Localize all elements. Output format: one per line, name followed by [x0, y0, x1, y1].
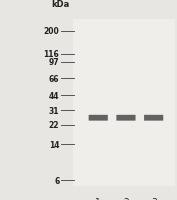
Text: 44: 44	[49, 91, 59, 100]
Text: kDa: kDa	[51, 0, 69, 9]
Text: 97: 97	[49, 58, 59, 67]
Text: 22: 22	[49, 121, 59, 130]
Bar	[73, 20, 175, 186]
Text: 3: 3	[151, 197, 156, 200]
Text: 200: 200	[44, 27, 59, 36]
FancyBboxPatch shape	[89, 115, 108, 121]
Text: 116: 116	[44, 50, 59, 59]
Text: 2: 2	[123, 197, 129, 200]
FancyBboxPatch shape	[116, 115, 136, 121]
Text: 14: 14	[49, 140, 59, 149]
Text: 66: 66	[49, 74, 59, 83]
Text: 31: 31	[49, 106, 59, 115]
Text: 6: 6	[54, 176, 59, 185]
FancyBboxPatch shape	[144, 115, 163, 121]
Text: 1: 1	[95, 197, 101, 200]
